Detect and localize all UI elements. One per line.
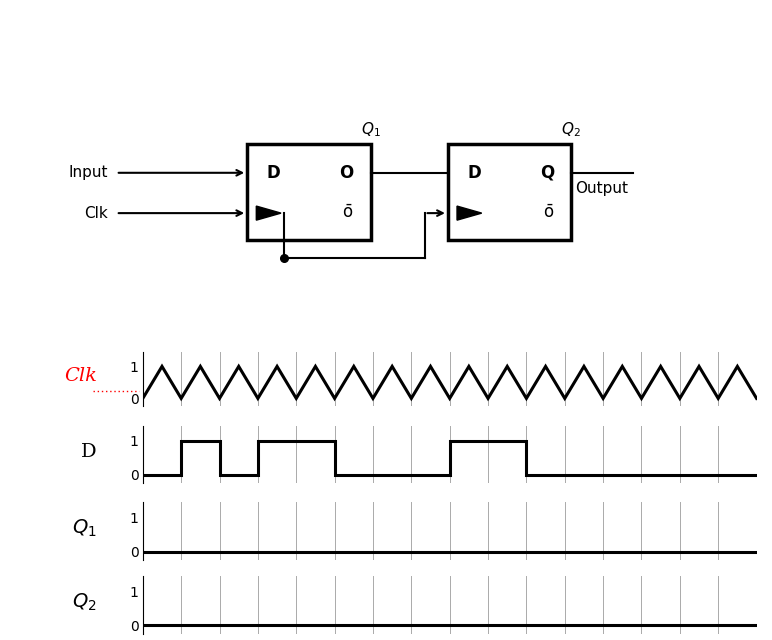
Polygon shape <box>256 206 281 220</box>
Text: $Q_1$: $Q_1$ <box>361 120 381 139</box>
Text: $Q_2$: $Q_2$ <box>561 120 581 139</box>
Text: Input: Input <box>69 165 108 180</box>
Bar <box>448 144 571 240</box>
Text: Clk: Clk <box>84 205 108 221</box>
Text: $\bar{\mathrm{o}}$: $\bar{\mathrm{o}}$ <box>543 204 554 222</box>
Bar <box>247 144 371 240</box>
Text: D: D <box>81 442 96 461</box>
Text: Q: Q <box>540 164 554 182</box>
Text: O: O <box>340 164 354 182</box>
Text: D: D <box>266 164 280 182</box>
Text: Clk: Clk <box>64 367 96 385</box>
Text: $Q_2$: $Q_2$ <box>73 591 96 612</box>
Text: $\bar{\mathrm{o}}$: $\bar{\mathrm{o}}$ <box>342 204 354 222</box>
Polygon shape <box>457 206 482 220</box>
Text: $Q_1$: $Q_1$ <box>72 518 96 539</box>
Text: D: D <box>467 164 481 182</box>
Text: Output: Output <box>575 181 628 196</box>
